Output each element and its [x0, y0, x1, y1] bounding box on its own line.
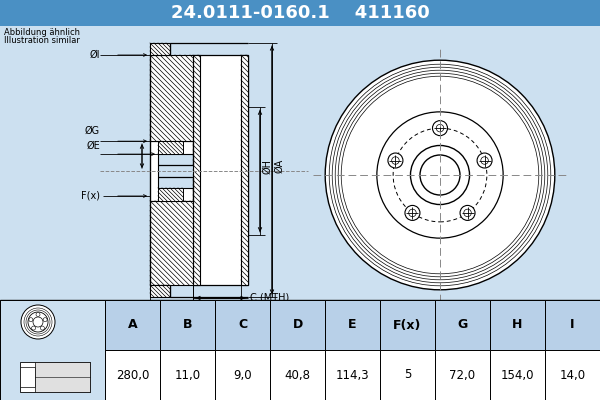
Bar: [150, 141, 193, 201]
Text: C: C: [238, 318, 247, 332]
Text: ØH: ØH: [262, 158, 272, 174]
Text: 11,0: 11,0: [175, 368, 200, 382]
Text: H: H: [512, 318, 523, 332]
Text: ØA: ØA: [274, 159, 284, 173]
Text: ØG: ØG: [85, 126, 100, 136]
Text: 24.0111-0160.1    411160: 24.0111-0160.1 411160: [170, 4, 430, 22]
Bar: [270, 300, 325, 350]
Circle shape: [433, 121, 448, 136]
Text: 9,0: 9,0: [233, 368, 252, 382]
Text: 72,0: 72,0: [449, 368, 476, 382]
Circle shape: [325, 60, 555, 290]
Text: 280,0: 280,0: [116, 368, 149, 382]
Circle shape: [32, 326, 35, 330]
Bar: [545, 300, 600, 350]
Circle shape: [477, 153, 492, 168]
Text: 14,0: 14,0: [559, 368, 586, 382]
Text: A: A: [128, 318, 137, 332]
Circle shape: [33, 317, 43, 327]
Bar: [215, 350, 270, 400]
Bar: [490, 300, 545, 350]
Bar: [150, 285, 170, 297]
Circle shape: [388, 153, 403, 168]
Text: 40,8: 40,8: [284, 368, 311, 382]
Circle shape: [43, 318, 47, 322]
Text: F(x): F(x): [394, 318, 422, 332]
Circle shape: [377, 112, 503, 238]
Circle shape: [28, 312, 48, 332]
Text: 114,3: 114,3: [335, 368, 370, 382]
Bar: [545, 350, 600, 400]
Bar: [0, 300, 105, 400]
Text: D: D: [140, 308, 148, 318]
Circle shape: [460, 206, 475, 220]
Bar: [215, 300, 270, 350]
Text: I: I: [570, 318, 575, 332]
Bar: [0, 300, 600, 400]
Bar: [158, 141, 183, 154]
Bar: [193, 55, 200, 285]
Bar: [241, 55, 248, 285]
Circle shape: [29, 318, 33, 322]
Text: 154,0: 154,0: [501, 368, 534, 382]
Circle shape: [410, 146, 470, 204]
Circle shape: [40, 326, 44, 330]
Circle shape: [405, 206, 420, 220]
Bar: [150, 201, 193, 285]
Bar: [20, 362, 90, 392]
Bar: [380, 350, 435, 400]
Text: ØI: ØI: [89, 50, 100, 60]
Bar: [150, 55, 193, 141]
Bar: [160, 350, 215, 400]
Bar: [0, 26, 600, 300]
Text: Abbildung ähnlich: Abbildung ähnlich: [4, 28, 80, 37]
Text: E: E: [348, 318, 357, 332]
Bar: [435, 300, 490, 350]
Bar: [193, 55, 248, 285]
Bar: [325, 300, 380, 350]
Bar: [158, 188, 183, 201]
Bar: [35, 362, 90, 392]
Bar: [105, 350, 160, 400]
Bar: [105, 300, 160, 350]
Bar: [160, 300, 215, 350]
Circle shape: [21, 305, 55, 339]
Bar: [325, 350, 380, 400]
Bar: [490, 350, 545, 400]
Bar: [158, 154, 193, 188]
Text: B: B: [214, 304, 220, 314]
Text: D: D: [292, 318, 302, 332]
Circle shape: [36, 312, 40, 316]
Text: ØE: ØE: [86, 141, 100, 151]
Circle shape: [420, 155, 460, 195]
Text: G: G: [457, 318, 467, 332]
Bar: [270, 350, 325, 400]
Bar: [435, 350, 490, 400]
Text: B: B: [183, 318, 192, 332]
Text: C (MTH): C (MTH): [250, 293, 289, 303]
Bar: [20, 367, 35, 387]
Text: 5: 5: [404, 368, 411, 382]
Text: F(x): F(x): [81, 191, 100, 201]
Bar: [0, 0, 600, 26]
Bar: [380, 300, 435, 350]
Text: Illustration similar: Illustration similar: [4, 36, 80, 45]
Bar: [150, 43, 170, 55]
